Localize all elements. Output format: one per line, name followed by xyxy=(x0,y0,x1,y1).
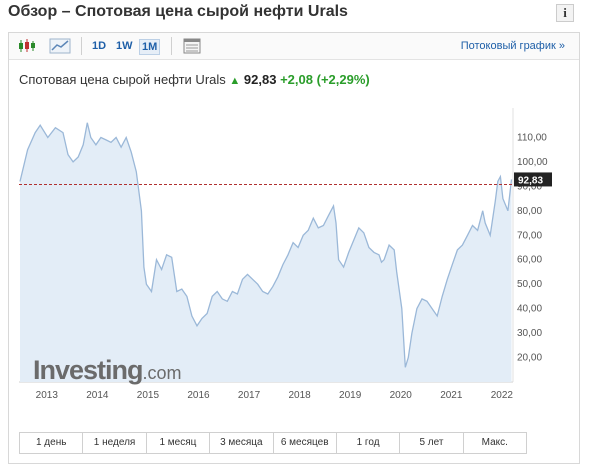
y-tick-label: 20,00 xyxy=(517,353,542,364)
y-tick-label: 60,00 xyxy=(517,255,542,266)
x-tick-label: 2021 xyxy=(440,390,463,401)
y-tick-label: 90,00 xyxy=(517,181,542,192)
double-chevron-right-icon: » xyxy=(558,40,565,52)
logo-suffix: .com xyxy=(142,363,182,383)
period-button[interactable]: 1 день xyxy=(20,433,84,453)
quote-line: Спотовая цена сырой нефти Urals ▲ 92,83 … xyxy=(19,72,370,87)
y-tick-label: 40,00 xyxy=(517,304,542,315)
x-tick-label: 2019 xyxy=(339,390,362,401)
last-price: 92,83 xyxy=(243,72,277,87)
logo-main: Investing xyxy=(33,355,144,385)
price-change: +2,08 xyxy=(280,72,313,87)
header: Обзор – Спотовая цена сырой нефти Urals … xyxy=(0,0,590,26)
period-selector: 1 день 1 неделя 1 месяц 3 месяца 6 месяцев 1 … xyxy=(19,432,527,454)
chart-toolbar: 1D 1W 1M Потоковый график » xyxy=(9,33,579,60)
timeframe-1m[interactable]: 1M xyxy=(139,39,161,55)
x-tick-label: 2013 xyxy=(36,390,59,401)
price-change-percent: (+2,29%) xyxy=(316,72,370,87)
table-view-icon[interactable] xyxy=(181,37,203,55)
y-tick-label: 100,00 xyxy=(517,157,548,168)
instrument-name: Спотовая цена сырой нефти Urals xyxy=(19,72,226,87)
period-button[interactable]: 5 лет xyxy=(400,433,464,453)
x-tick-label: 2018 xyxy=(288,390,311,401)
x-tick-label: 2022 xyxy=(491,390,514,401)
last-price-tag xyxy=(514,172,552,187)
period-button[interactable]: 6 месяцев xyxy=(274,433,337,453)
candlestick-chart-icon[interactable] xyxy=(15,37,37,55)
x-tick-label: 2020 xyxy=(390,390,413,401)
streaming-chart-label: Потоковый график xyxy=(460,40,556,52)
period-button[interactable]: 1 месяц xyxy=(147,433,211,453)
series-area xyxy=(20,122,512,383)
series-line xyxy=(19,122,513,368)
price-chart[interactable]: 110,00 100,00 90,00 80,00 70,00 60,00 50,00 40,… xyxy=(9,33,579,428)
x-tick-label: 2015 xyxy=(137,390,160,401)
arrow-up-icon: ▲ xyxy=(229,75,241,87)
x-tick-label: 2014 xyxy=(86,390,109,401)
page-title: Обзор – Спотовая цена сырой нефти Urals xyxy=(8,3,348,20)
period-button[interactable]: Макс. xyxy=(481,437,508,448)
y-tick-label: 80,00 xyxy=(517,206,542,217)
area-chart-icon[interactable] xyxy=(49,37,71,55)
y-tick-label: 50,00 xyxy=(517,279,542,290)
timeframe-1d[interactable]: 1D xyxy=(92,40,107,52)
period-button[interactable]: 1 год xyxy=(337,433,401,453)
investing-logo: Investing.com xyxy=(33,355,182,386)
y-tick-label: 110,00 xyxy=(517,132,547,143)
period-button[interactable]: 1 неделя xyxy=(83,433,147,453)
info-icon[interactable]: i xyxy=(556,4,574,22)
timeframe-1w[interactable]: 1W xyxy=(116,40,133,52)
y-tick-label: 70,00 xyxy=(517,230,542,241)
toolbar-separator xyxy=(81,37,82,55)
last-price-tag-label: 92,83 xyxy=(518,175,543,186)
period-button[interactable]: 3 месяца xyxy=(210,433,274,453)
x-tick-label: 2017 xyxy=(238,390,261,401)
toolbar-separator xyxy=(171,37,172,55)
y-tick-label: 30,00 xyxy=(517,328,542,339)
streaming-chart-link[interactable]: Потоковый график » xyxy=(461,40,565,52)
x-tick-label: 2016 xyxy=(187,390,210,401)
chart-widget: 1D 1W 1M Потоковый график » Спотовая цен… xyxy=(8,32,580,464)
